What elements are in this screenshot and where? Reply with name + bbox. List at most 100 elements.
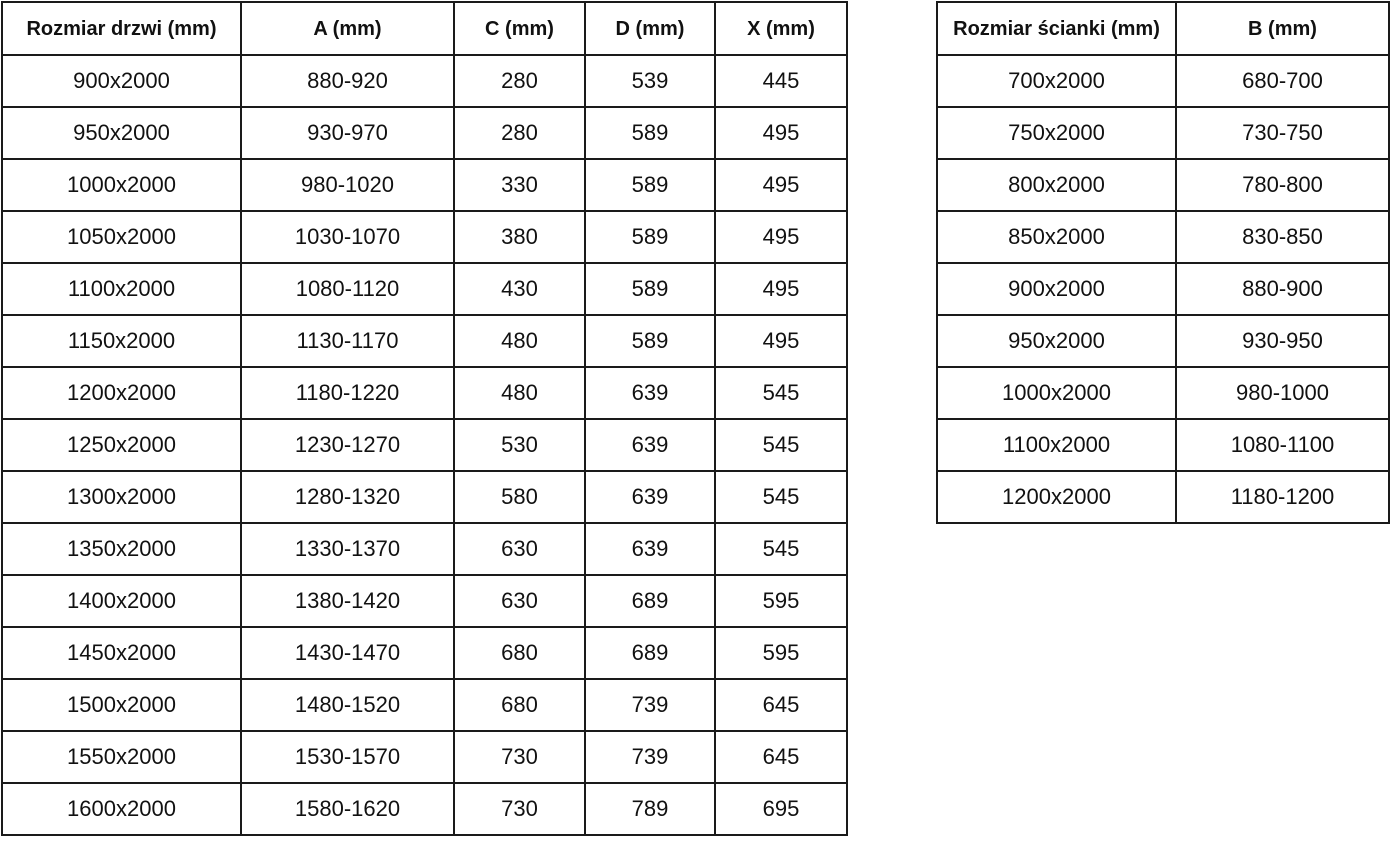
table-cell: 280	[453, 106, 586, 160]
table-cell: 630	[453, 522, 586, 576]
table-cell: 630	[453, 574, 586, 628]
door-table-header: Rozmiar drzwi (mm) A (mm) C (mm) D (mm) X (m…	[1, 1, 848, 56]
table-cell: 1180-1220	[240, 366, 455, 420]
table-cell: 1280-1320	[240, 470, 455, 524]
table-row: 1450x2000 1430-1470 680 689 595	[1, 626, 848, 680]
table-cell: 1550x2000	[1, 730, 242, 784]
table-cell: 589	[584, 210, 716, 264]
table-cell: 639	[584, 418, 716, 472]
table-cell: 539	[584, 54, 716, 108]
table-cell: 1150x2000	[1, 314, 242, 368]
table-cell: 1250x2000	[1, 418, 242, 472]
table-row: 850x2000 830-850	[936, 210, 1390, 264]
table-cell: 1350x2000	[1, 522, 242, 576]
table-cell: 330	[453, 158, 586, 212]
table-cell: 589	[584, 158, 716, 212]
table-cell: 639	[584, 470, 716, 524]
doors-column-header-2: C (mm)	[453, 1, 586, 56]
table-row: 950x2000 930-970 280 589 495	[1, 106, 848, 160]
table-cell: 1480-1520	[240, 678, 455, 732]
table-cell: 789	[584, 782, 716, 836]
table-cell: 1080-1100	[1175, 418, 1390, 472]
table-cell: 545	[714, 418, 848, 472]
table-cell: 730	[453, 782, 586, 836]
table-cell: 1330-1370	[240, 522, 455, 576]
table-cell: 645	[714, 678, 848, 732]
table-cell: 545	[714, 366, 848, 420]
walls-column-header-1: B (mm)	[1175, 1, 1390, 56]
table-cell: 1530-1570	[240, 730, 455, 784]
table-cell: 480	[453, 366, 586, 420]
doors-column-header-3: D (mm)	[584, 1, 716, 56]
table-cell: 1300x2000	[1, 470, 242, 524]
table-cell: 495	[714, 262, 848, 316]
table-cell: 750x2000	[936, 106, 1177, 160]
table-cell: 930-970	[240, 106, 455, 160]
table-cell: 380	[453, 210, 586, 264]
table-cell: 530	[453, 418, 586, 472]
table-cell: 1450x2000	[1, 626, 242, 680]
table-cell: 280	[453, 54, 586, 108]
table-row: 700x2000 680-700	[936, 54, 1390, 108]
table-row: 900x2000 880-920 280 539 445	[1, 54, 848, 108]
table-cell: 695	[714, 782, 848, 836]
table-row: 1000x2000 980-1020 330 589 495	[1, 158, 848, 212]
table-row: 1200x2000 1180-1220 480 639 545	[1, 366, 848, 420]
table-cell: 689	[584, 626, 716, 680]
table-cell: 580	[453, 470, 586, 524]
table-cell: 480	[453, 314, 586, 368]
table-cell: 780-800	[1175, 158, 1390, 212]
table-cell: 1200x2000	[936, 470, 1177, 524]
table-cell: 589	[584, 314, 716, 368]
table-cell: 1580-1620	[240, 782, 455, 836]
table-cell: 495	[714, 158, 848, 212]
table-cell: 1100x2000	[1, 262, 242, 316]
table-cell: 1200x2000	[1, 366, 242, 420]
table-row: 1200x2000 1180-1200	[936, 470, 1390, 524]
table-cell: 680-700	[1175, 54, 1390, 108]
table-cell: 1000x2000	[936, 366, 1177, 420]
table-cell: 645	[714, 730, 848, 784]
table-cell: 830-850	[1175, 210, 1390, 264]
door-dimensions-table: Rozmiar drzwi (mm) A (mm) C (mm) D (mm) X (m…	[1, 1, 848, 836]
table-cell: 495	[714, 210, 848, 264]
table-row: 800x2000 780-800	[936, 158, 1390, 212]
table-cell: 1230-1270	[240, 418, 455, 472]
table-cell: 495	[714, 314, 848, 368]
table-cell: 595	[714, 626, 848, 680]
table-row: 1500x2000 1480-1520 680 739 645	[1, 678, 848, 732]
table-cell: 730	[453, 730, 586, 784]
table-cell: 950x2000	[936, 314, 1177, 368]
table-cell: 680	[453, 678, 586, 732]
table-cell: 980-1000	[1175, 366, 1390, 420]
table-cell: 1080-1120	[240, 262, 455, 316]
table-cell: 1380-1420	[240, 574, 455, 628]
table-row: 1550x2000 1530-1570 730 739 645	[1, 730, 848, 784]
table-cell: 850x2000	[936, 210, 1177, 264]
table-cell: 589	[584, 106, 716, 160]
table-cell: 730-750	[1175, 106, 1390, 160]
table-row: 1600x2000 1580-1620 730 789 695	[1, 782, 848, 836]
table-cell: 1400x2000	[1, 574, 242, 628]
table-cell: 1100x2000	[936, 418, 1177, 472]
table-row: 1000x2000 980-1000	[936, 366, 1390, 420]
table-cell: 430	[453, 262, 586, 316]
table-cell: 689	[584, 574, 716, 628]
door-table-body: 900x2000 880-920 280 539 445 950x2000 930-970 2…	[1, 54, 848, 836]
walls-column-header-0: Rozmiar ścianki (mm)	[936, 1, 1177, 56]
table-cell: 589	[584, 262, 716, 316]
table-row: 900x2000 880-900	[936, 262, 1390, 316]
table-row: 1250x2000 1230-1270 530 639 545	[1, 418, 848, 472]
doors-column-header-0: Rozmiar drzwi (mm)	[1, 1, 242, 56]
table-cell: 639	[584, 522, 716, 576]
table-cell: 980-1020	[240, 158, 455, 212]
wall-table-body: 700x2000 680-700 750x2000 730-750 800x2000 78…	[936, 54, 1390, 524]
doors-column-header-4: X (mm)	[714, 1, 848, 56]
table-cell: 1600x2000	[1, 782, 242, 836]
table-cell: 495	[714, 106, 848, 160]
table-row: 1300x2000 1280-1320 580 639 545	[1, 470, 848, 524]
table-cell: 1430-1470	[240, 626, 455, 680]
table-cell: 1180-1200	[1175, 470, 1390, 524]
table-cell: 1500x2000	[1, 678, 242, 732]
